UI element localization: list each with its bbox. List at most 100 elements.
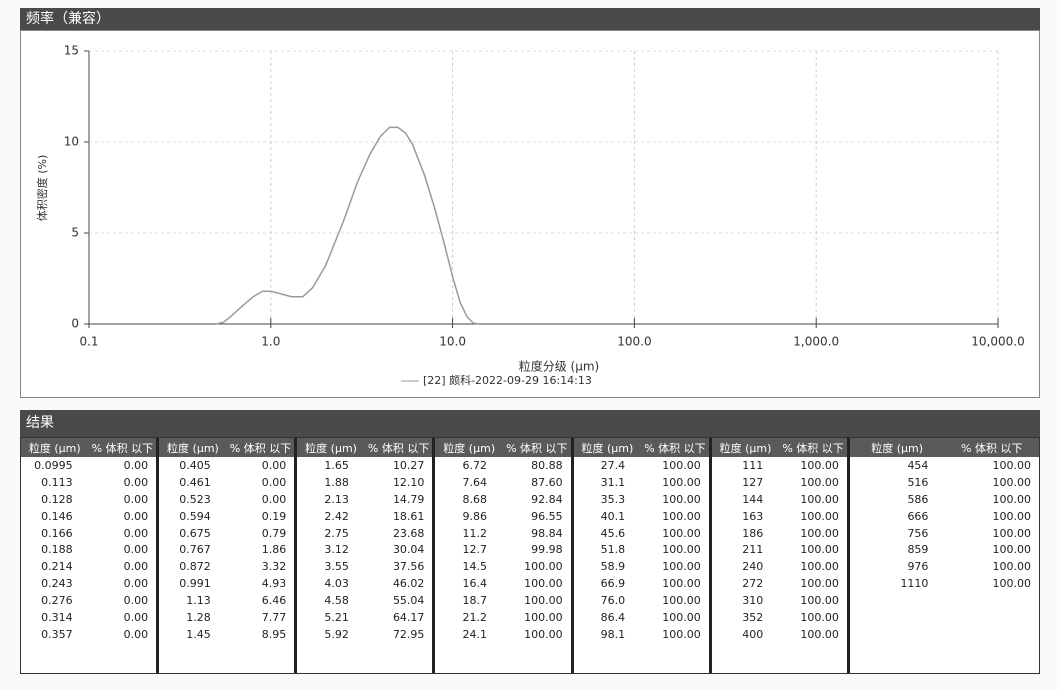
table-row: 6.72 80.88 <box>435 457 570 474</box>
size-cell: 0.314 <box>41 610 73 624</box>
table-row: 240 100.00 <box>712 558 847 575</box>
size-cell: 0.146 <box>41 509 73 523</box>
table-row: 144 100.00 <box>712 491 847 508</box>
table-row: 35.3 100.00 <box>574 491 709 508</box>
table-row: 98.1 100.00 <box>574 626 709 643</box>
size-cell: 0.675 <box>179 526 211 540</box>
size-cell: 45.6 <box>600 526 626 540</box>
table-row: 45.6 100.00 <box>574 525 709 542</box>
percent-cell: 0.00 <box>123 543 149 557</box>
table-row: 24.1 100.00 <box>435 626 570 643</box>
table-row: 0.214 0.00 <box>21 558 156 575</box>
size-cell: 11.2 <box>462 526 488 540</box>
table-row: 0.314 0.00 <box>21 609 156 626</box>
size-cell: 1.13 <box>186 594 211 608</box>
table-row: 51.8 100.00 <box>574 541 709 558</box>
size-cell: 586 <box>907 492 929 506</box>
percent-cell: 14.79 <box>392 492 425 506</box>
percent-cell: 100.00 <box>662 560 701 574</box>
percent-cell: 100.00 <box>662 594 701 608</box>
table-row: 976 100.00 <box>850 558 1039 575</box>
percent-cell: 87.60 <box>531 475 563 489</box>
table-row: 352 100.00 <box>712 609 847 626</box>
percent-cell: 0.00 <box>123 526 149 540</box>
size-cell: 51.8 <box>600 543 626 557</box>
table-row: 163 100.00 <box>712 508 847 525</box>
percent-cell: 72.95 <box>392 627 425 641</box>
size-cell: 272 <box>742 577 764 591</box>
size-cell: 0.214 <box>41 560 73 574</box>
table-row: 2.13 14.79 <box>297 491 432 508</box>
size-cell: 12.7 <box>462 543 488 557</box>
percent-cell: 100.00 <box>992 560 1032 574</box>
size-cell: 31.1 <box>600 475 626 489</box>
percent-cell: 18.61 <box>392 509 425 523</box>
table-row: 0.113 0.00 <box>21 474 156 491</box>
size-cell: 211 <box>742 543 764 557</box>
size-cell: 0.767 <box>179 543 211 557</box>
percent-cell: 100.00 <box>800 475 839 489</box>
table-row: 454 100.00 <box>850 457 1039 474</box>
percent-cell: 0.00 <box>123 577 149 591</box>
table-row: 0.357 0.00 <box>21 626 156 643</box>
percent-cell: 0.19 <box>261 509 287 523</box>
percent-cell: 12.10 <box>392 475 425 489</box>
size-cell: 1.88 <box>324 475 349 489</box>
table-row: 0.188 0.00 <box>21 541 156 558</box>
percent-cell: 0.00 <box>123 458 149 472</box>
table-row: 0.276 0.00 <box>21 592 156 609</box>
percent-cell: 64.17 <box>392 610 425 624</box>
percent-cell: 100.00 <box>800 560 839 574</box>
size-cell: 7.64 <box>462 475 488 489</box>
column-group: 粒度 (μm) % 体积 以下 6.72 80.88 7.64 87.60 8.68 92.8… <box>435 438 574 673</box>
percent-cell: 100.00 <box>800 526 839 540</box>
table-row: 14.5 100.00 <box>435 558 570 575</box>
table-row: 0.146 0.00 <box>21 508 156 525</box>
column-header: 粒度 (μm) <box>305 441 357 455</box>
column-header: 粒度 (μm) <box>581 441 634 455</box>
table-row: 4.03 46.02 <box>297 575 432 592</box>
percent-cell: 100.00 <box>524 594 563 608</box>
size-cell: 111 <box>742 458 764 472</box>
header-row: 粒度 (μm) % 体积 以下 <box>435 438 571 457</box>
size-cell: 18.7 <box>462 594 488 608</box>
percent-cell: 0.00 <box>123 594 149 608</box>
table-row: 1.45 8.95 <box>159 626 294 643</box>
percent-cell: 7.77 <box>261 610 287 624</box>
chart-panel: 体积密度 (%) 粒度分级 (μm) [22] 颇科-2022-09-29 16… <box>20 30 1040 398</box>
percent-cell: 6.46 <box>261 594 287 608</box>
percent-cell: 3.32 <box>261 560 287 574</box>
size-cell: 86.4 <box>600 610 626 624</box>
size-cell: 0.188 <box>41 543 73 557</box>
table-row: 86.4 100.00 <box>574 609 709 626</box>
size-cell: 2.42 <box>324 509 349 523</box>
percent-cell: 100.00 <box>662 610 701 624</box>
x-tick-label: 1.0 <box>261 335 280 349</box>
size-cell: 310 <box>742 594 764 608</box>
percent-cell: 100.00 <box>800 594 839 608</box>
size-cell: 9.86 <box>462 509 488 523</box>
y-tick-label: 5 <box>71 226 79 240</box>
table-row: 1110 100.00 <box>850 575 1039 592</box>
percent-cell: 100.00 <box>800 577 839 591</box>
table-row: 0.0995 0.00 <box>21 457 156 474</box>
size-cell: 58.9 <box>600 560 626 574</box>
results-title: 结果 <box>20 410 1040 437</box>
size-cell: 240 <box>742 560 764 574</box>
size-cell: 27.4 <box>600 458 626 472</box>
column-header: % 体积 以下 <box>506 441 568 455</box>
table-row: 859 100.00 <box>850 541 1039 558</box>
size-cell: 4.58 <box>324 594 349 608</box>
table-row: 11.2 98.84 <box>435 525 570 542</box>
table-row: 516 100.00 <box>850 474 1039 491</box>
size-cell: 3.55 <box>324 560 349 574</box>
size-cell: 0.166 <box>41 526 73 540</box>
header-row: 粒度 (μm) % 体积 以下 <box>849 438 1040 457</box>
percent-cell: 100.00 <box>524 560 563 574</box>
size-cell: 0.128 <box>41 492 73 506</box>
column-header: 粒度 (μm) <box>443 441 496 455</box>
percent-cell: 100.00 <box>992 543 1032 557</box>
x-tick-label: 1,000.0 <box>793 335 839 349</box>
table-row: 58.9 100.00 <box>574 558 709 575</box>
size-cell: 98.1 <box>600 627 626 641</box>
